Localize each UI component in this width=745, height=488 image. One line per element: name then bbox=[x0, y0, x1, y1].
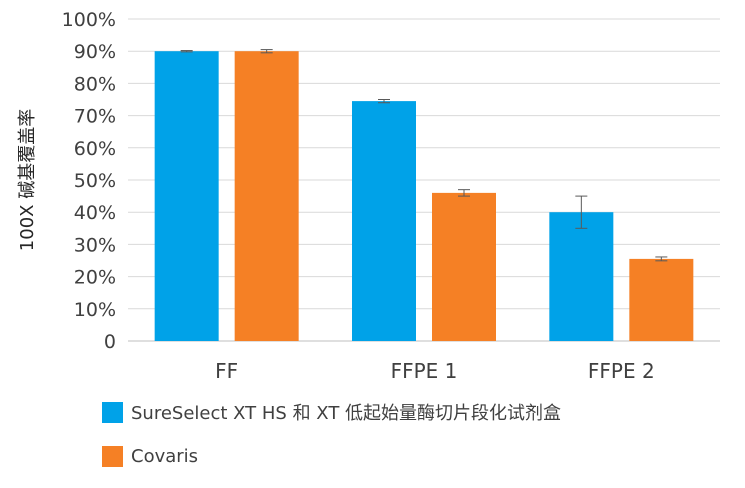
y-tick-labels: 0 10% 20% 30% 40% 50% 60% 70% 80% 90% 100% bbox=[62, 9, 116, 353]
bar-sureselect-1 bbox=[352, 101, 416, 341]
x-category-label: FFPE 2 bbox=[588, 359, 655, 383]
x-category-label: FFPE 1 bbox=[391, 359, 458, 383]
chart-container: 0 10% 20% 30% 40% 50% 60% 70% 80% 90% 100% FF FFPE … bbox=[17, 9, 720, 467]
legend: SureSelect XT HS 和 XT 低起始量酶切片段化试剂盒 Covar… bbox=[102, 400, 561, 488]
bar-covaris-2 bbox=[629, 258, 694, 341]
legend-label-sureselect: SureSelect XT HS 和 XT 低起始量酶切片段化试剂盒 bbox=[131, 403, 562, 424]
y-tick-label: 60% bbox=[74, 138, 116, 160]
y-tick-label: 70% bbox=[74, 106, 116, 128]
y-axis-label: 100X 碱基覆盖率 bbox=[17, 109, 38, 251]
y-tick-label: 100% bbox=[62, 9, 116, 31]
y-tick-label: 50% bbox=[74, 170, 116, 192]
legend-swatch-covaris bbox=[102, 445, 123, 467]
bar-sureselect-0 bbox=[154, 51, 219, 341]
y-tick-label: 90% bbox=[74, 41, 116, 63]
y-tick-label: 0 bbox=[104, 331, 116, 353]
bar-covaris-1 bbox=[432, 192, 496, 341]
bars bbox=[154, 51, 694, 341]
legend-item-covaris: Covaris bbox=[102, 444, 561, 468]
legend-item-sureselect: SureSelect XT HS 和 XT 低起始量酶切片段化试剂盒 bbox=[102, 400, 561, 424]
gridlines bbox=[128, 18, 720, 310]
legend-swatch-sureselect bbox=[102, 401, 123, 423]
bar-sureselect-2 bbox=[549, 212, 614, 341]
y-tick-label: 40% bbox=[74, 202, 116, 224]
y-tick-label: 80% bbox=[74, 73, 116, 95]
y-tick-label: 20% bbox=[74, 267, 116, 289]
x-category-label: FF bbox=[215, 359, 238, 383]
category-labels: FF FFPE 1 FFPE 2 bbox=[215, 359, 655, 383]
bar-covaris-0 bbox=[234, 51, 299, 341]
y-tick-label: 10% bbox=[74, 299, 116, 321]
bar-chart: 0 10% 20% 30% 40% 50% 60% 70% 80% 90% 100% FF FFPE … bbox=[17, 9, 720, 383]
legend-label-covaris: Covaris bbox=[131, 445, 199, 467]
error-bars bbox=[180, 49, 668, 262]
y-tick-label: 30% bbox=[74, 234, 116, 256]
